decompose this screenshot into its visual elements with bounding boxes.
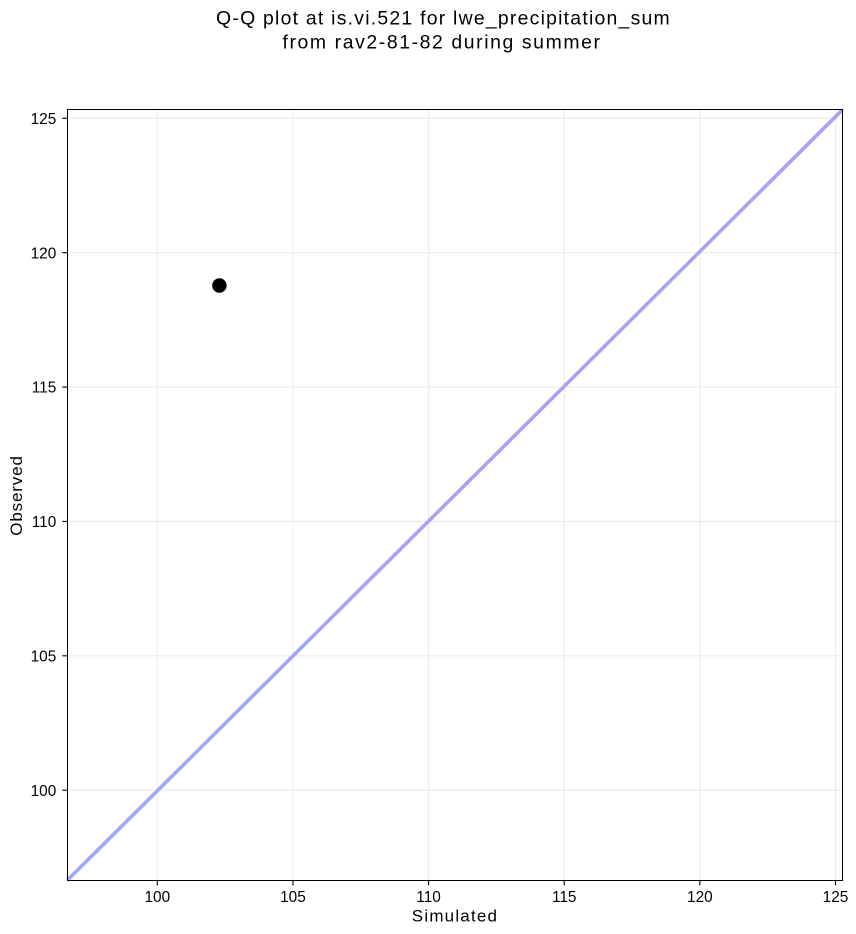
svg-text:100: 100 [31, 783, 57, 800]
svg-text:125: 125 [31, 111, 57, 128]
svg-text:115: 115 [32, 380, 57, 397]
svg-text:120: 120 [31, 245, 57, 262]
svg-text:115: 115 [552, 889, 577, 906]
svg-text:Simulated: Simulated [412, 906, 498, 925]
svg-text:100: 100 [144, 889, 170, 906]
svg-text:105: 105 [31, 648, 57, 665]
svg-text:125: 125 [823, 889, 849, 906]
svg-text:120: 120 [687, 889, 713, 906]
svg-text:105: 105 [280, 889, 306, 906]
svg-text:from rav2-81-82 during summer: from rav2-81-82 during summer [282, 32, 601, 54]
svg-text:110: 110 [32, 514, 57, 531]
svg-text:Q-Q plot at is.vi.521 for lwe_: Q-Q plot at is.vi.521 for lwe_precipitat… [216, 7, 671, 29]
svg-text:Observed: Observed [7, 455, 26, 536]
svg-text:110: 110 [416, 889, 441, 906]
